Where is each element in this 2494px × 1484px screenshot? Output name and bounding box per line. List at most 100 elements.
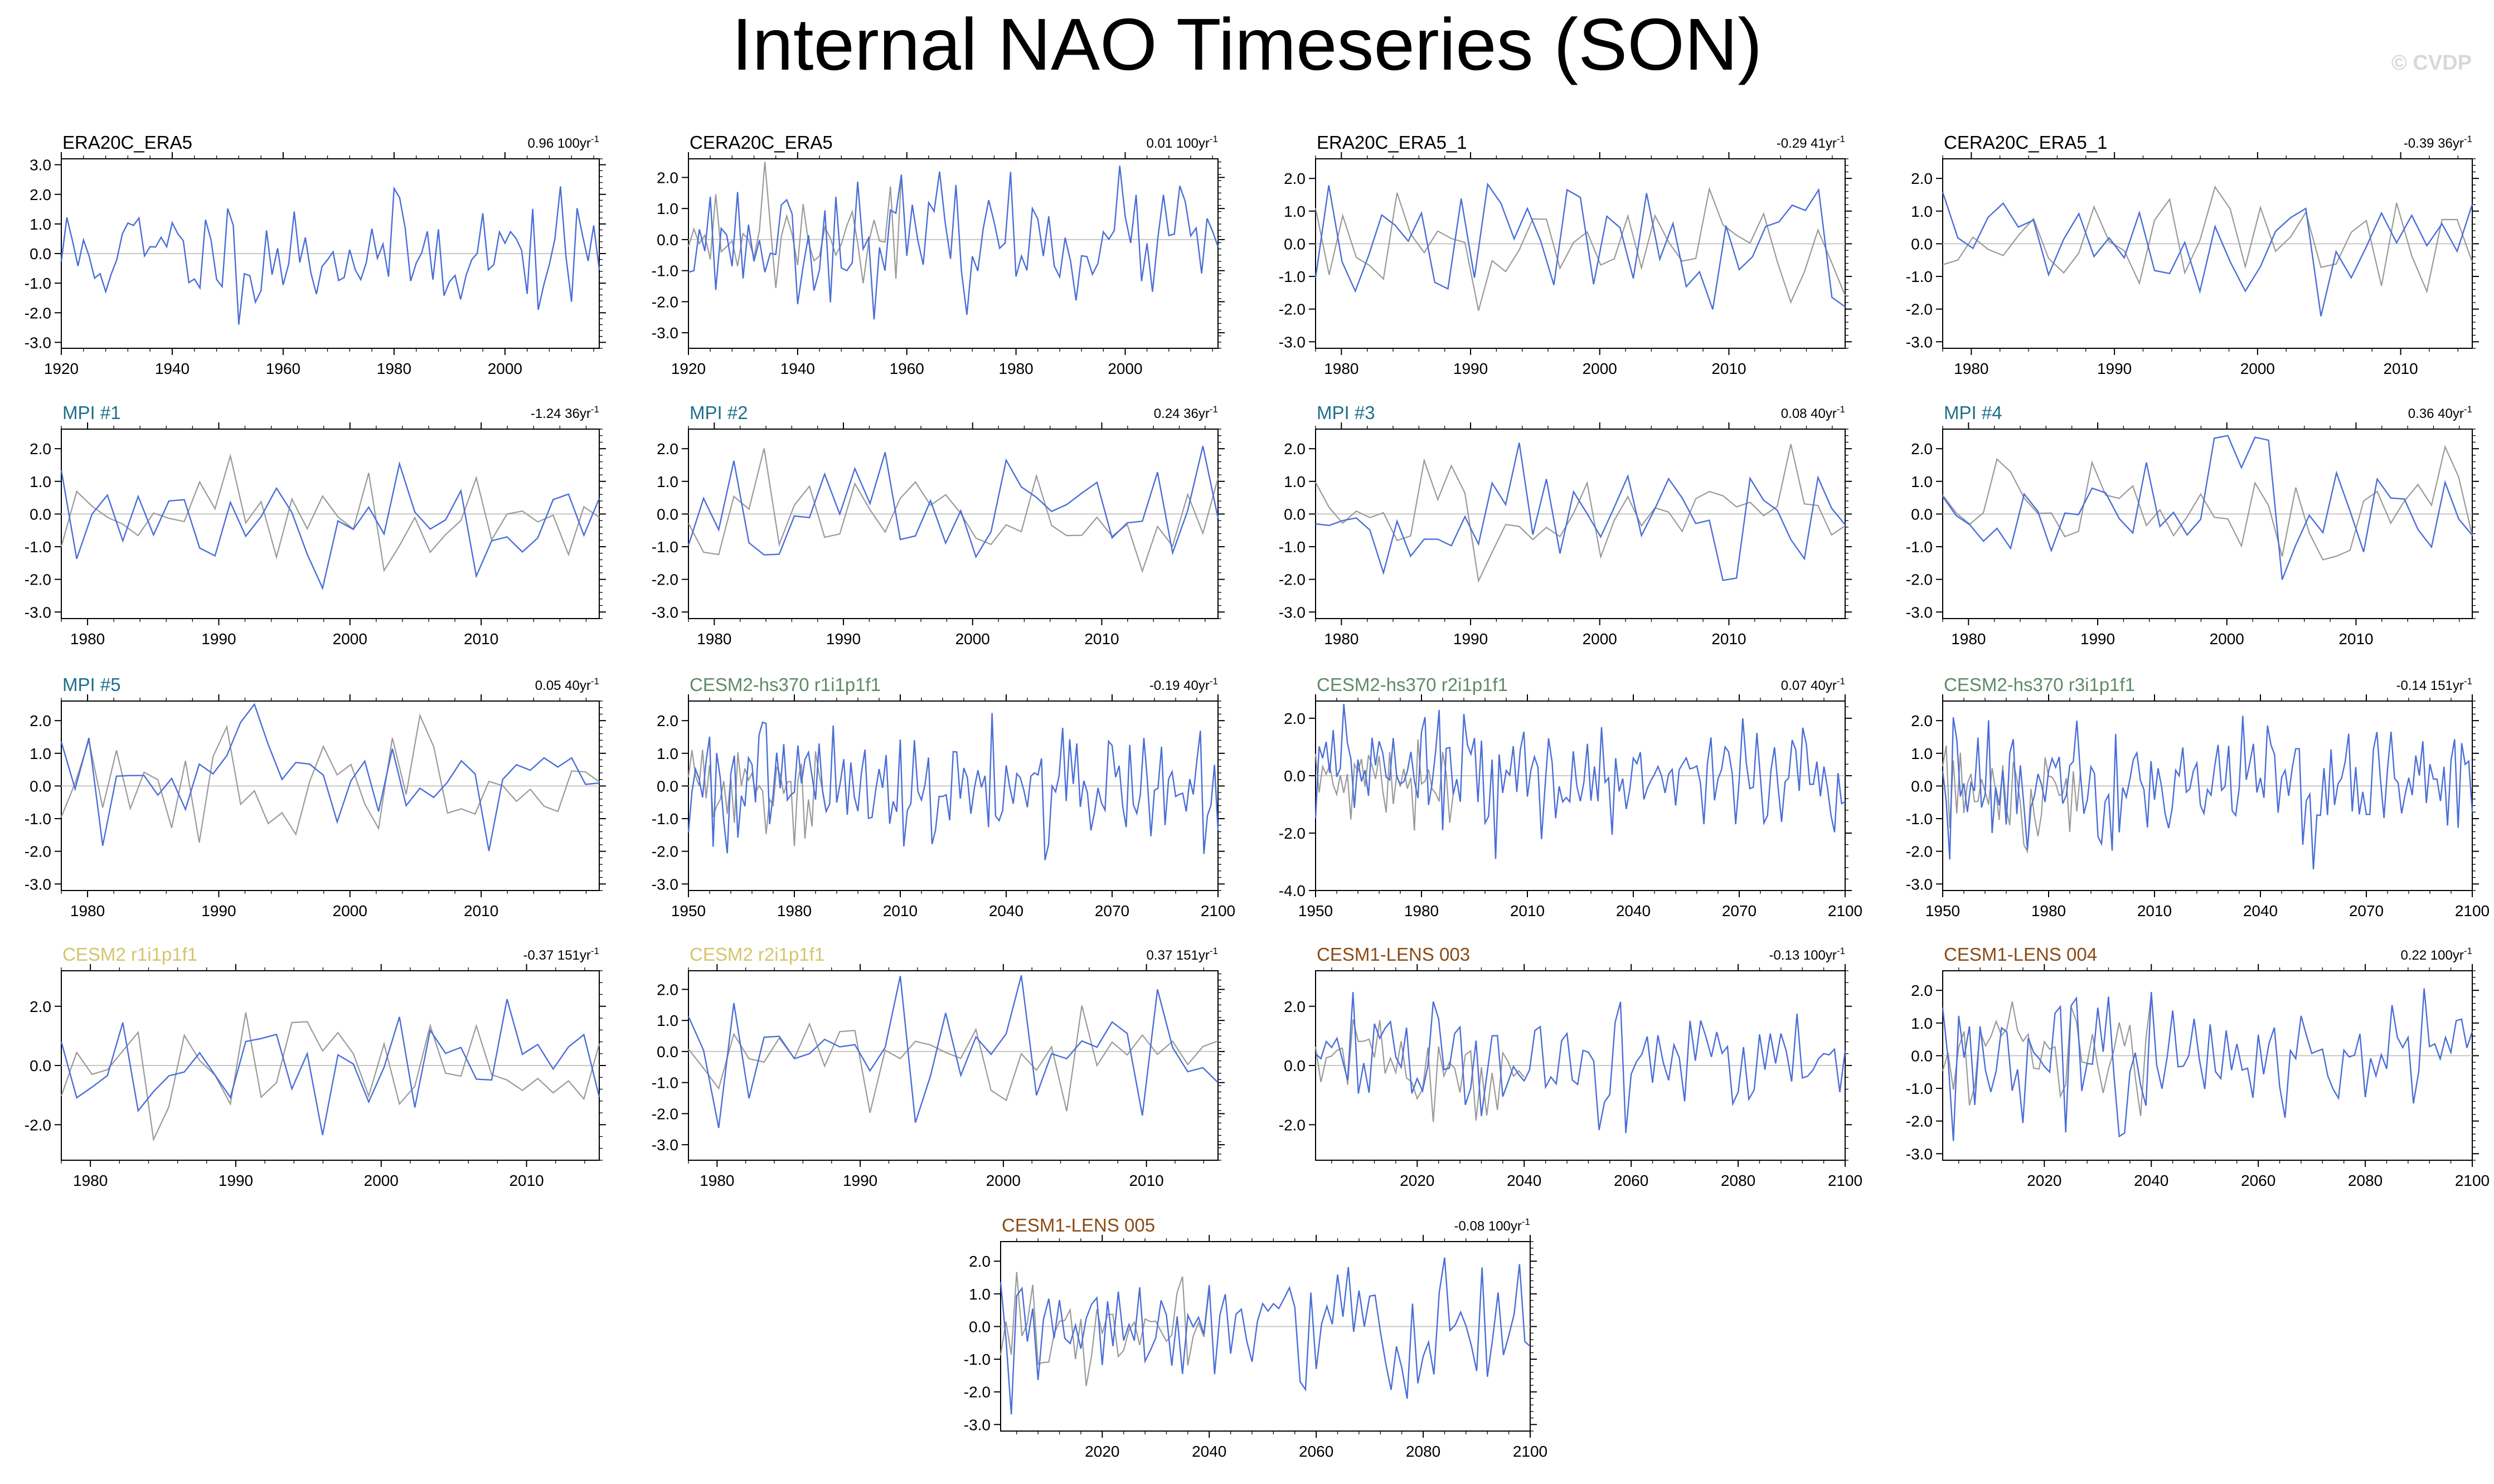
y-tick-label: -2.0 xyxy=(652,571,678,588)
y-tick-label: -4.0 xyxy=(1279,882,1306,899)
x-tick-label: 2100 xyxy=(2455,902,2490,919)
model-series-line xyxy=(688,166,1219,320)
x-tick-label: 2040 xyxy=(1616,902,1651,919)
obs-series-line xyxy=(1314,739,1454,831)
x-tick-label: 1920 xyxy=(671,360,706,377)
chart-panel: CERA20C_ERA5 0.01 100yr-1 -3.0 -2.0 -1.0 0.0 1… xyxy=(652,132,1225,377)
x-tick-label: 1980 xyxy=(700,1172,734,1189)
chart-title: ERA20C_ERA5 xyxy=(62,132,192,153)
x-tick-label: 2100 xyxy=(2455,1172,2490,1189)
model-series-line xyxy=(1315,442,1846,581)
trend-exponent: -1 xyxy=(1837,676,1845,687)
y-tick-label: -2.0 xyxy=(25,843,51,860)
y-tick-label: -1.0 xyxy=(1906,538,1933,556)
trend-exponent: -1 xyxy=(2464,676,2472,687)
y-tick-label: -2.0 xyxy=(1279,301,1306,318)
x-tick-label: 1950 xyxy=(1298,902,1333,919)
y-tick-label: -1.0 xyxy=(1906,1080,1933,1097)
y-tick-label: 0.0 xyxy=(30,505,51,523)
y-tick-label: 3.0 xyxy=(30,157,51,174)
obs-series-line xyxy=(999,1272,1210,1386)
x-tick-label: 1920 xyxy=(44,360,79,377)
plot-frame xyxy=(688,429,1219,619)
x-tick-label: 2080 xyxy=(1721,1172,1755,1189)
x-tick-label: 2000 xyxy=(1583,630,1617,648)
obs-series-line xyxy=(688,448,1219,573)
obs-series-line xyxy=(1314,186,1846,311)
chart-title: MPI #4 xyxy=(1944,402,2002,423)
y-tick-label: 2.0 xyxy=(30,186,51,203)
x-tick-label: 2000 xyxy=(1108,360,1142,377)
trend-label: -0.14 151yr-1 xyxy=(2396,676,2472,693)
y-tick-label: -2.0 xyxy=(652,843,678,860)
chart-title: MPI #5 xyxy=(62,674,121,695)
x-tick-label: 1980 xyxy=(1324,630,1358,648)
plot-frame xyxy=(61,700,600,891)
y-tick-label: 0.0 xyxy=(969,1318,991,1335)
y-tick-label: 2.0 xyxy=(1911,982,1933,999)
x-tick-label: 2010 xyxy=(2338,630,2373,648)
trend-exponent: -1 xyxy=(2464,946,2472,956)
trend-exponent: -1 xyxy=(591,946,599,956)
chart-title: CERA20C_ERA5 xyxy=(690,132,833,153)
chart-title: CESM1-LENS 005 xyxy=(1002,1215,1155,1235)
plot-frame xyxy=(688,700,1219,891)
trend-label: 0.22 100yr-1 xyxy=(2400,946,2472,963)
x-tick-label: 1990 xyxy=(219,1172,253,1189)
y-tick-label: 0.0 xyxy=(30,245,51,262)
plot-frame xyxy=(1942,429,2473,619)
y-tick-label: 1.0 xyxy=(657,200,678,217)
trend-label: 0.05 40yr-1 xyxy=(535,676,599,693)
y-tick-label: 2.0 xyxy=(657,712,678,729)
model-series-line xyxy=(1942,988,2473,1141)
trend-exponent: -1 xyxy=(1210,676,1218,687)
x-tick-label: 2010 xyxy=(2137,902,2172,919)
x-tick-label: 2070 xyxy=(2349,902,2384,919)
x-tick-label: 2000 xyxy=(364,1172,399,1189)
model-series-line xyxy=(687,975,1219,1128)
y-tick-label: -1.0 xyxy=(25,538,51,556)
x-tick-label: 2080 xyxy=(1406,1443,1440,1460)
x-tick-label: 2080 xyxy=(2348,1172,2383,1189)
x-tick-label: 1990 xyxy=(2097,360,2132,377)
x-tick-label: 2070 xyxy=(1722,902,1757,919)
y-tick-label: -3.0 xyxy=(1906,333,1933,351)
y-tick-label: 0.0 xyxy=(1284,505,1306,523)
trend-exponent: -1 xyxy=(1210,134,1218,144)
y-tick-label: 2.0 xyxy=(1284,170,1306,187)
y-tick-label: -3.0 xyxy=(652,324,678,342)
y-tick-label: -3.0 xyxy=(1279,604,1306,621)
y-tick-label: 2.0 xyxy=(30,998,51,1015)
y-tick-label: 1.0 xyxy=(1284,203,1306,220)
plot-frame xyxy=(688,970,1219,1161)
y-tick-label: -2.0 xyxy=(1906,843,1933,860)
y-tick-label: -1.0 xyxy=(25,810,51,828)
model-series-line xyxy=(60,999,600,1136)
x-tick-label: 1990 xyxy=(2080,630,2115,648)
y-tick-label: -3.0 xyxy=(25,875,51,893)
obs-series-line xyxy=(1942,445,2473,561)
x-tick-label: 2000 xyxy=(2210,630,2244,648)
chart-title: CESM2 r2i1p1f1 xyxy=(690,944,824,965)
x-tick-label: 2060 xyxy=(1614,1172,1648,1189)
chart-title: MPI #2 xyxy=(690,402,748,423)
y-tick-label: -3.0 xyxy=(1906,1145,1933,1162)
y-tick-label: 2.0 xyxy=(30,712,51,729)
x-tick-label: 2100 xyxy=(1828,902,1862,919)
y-tick-label: -1.0 xyxy=(1279,268,1306,285)
chart-panel: CESM1-LENS 003 -0.13 100yr-1 -2.0 0.0 2.0 202… xyxy=(1279,944,1862,1189)
y-tick-label: 0.0 xyxy=(1911,505,1933,523)
chart-title: CESM2-hs370 r3i1p1f1 xyxy=(1944,674,2135,695)
trend-label: 0.01 100yr-1 xyxy=(1146,134,1218,151)
y-tick-label: -1.0 xyxy=(652,538,678,556)
page-title: Internal NAO Timeseries (SON) xyxy=(731,3,1763,85)
chart-title: CERA20C_ERA5_1 xyxy=(1944,132,2108,153)
y-tick-label: 2.0 xyxy=(1284,998,1306,1015)
y-tick-label: 0.0 xyxy=(1911,235,1933,252)
y-tick-label: -2.0 xyxy=(964,1384,991,1401)
model-series-line xyxy=(999,1257,1531,1415)
chart-panel: ERA20C_ERA5 0.96 100yr-1 -3.0 -2.0 -1.0 0.0 1.… xyxy=(25,132,606,377)
y-tick-label: 0.0 xyxy=(657,1043,678,1060)
y-tick-label: 2.0 xyxy=(969,1253,991,1270)
